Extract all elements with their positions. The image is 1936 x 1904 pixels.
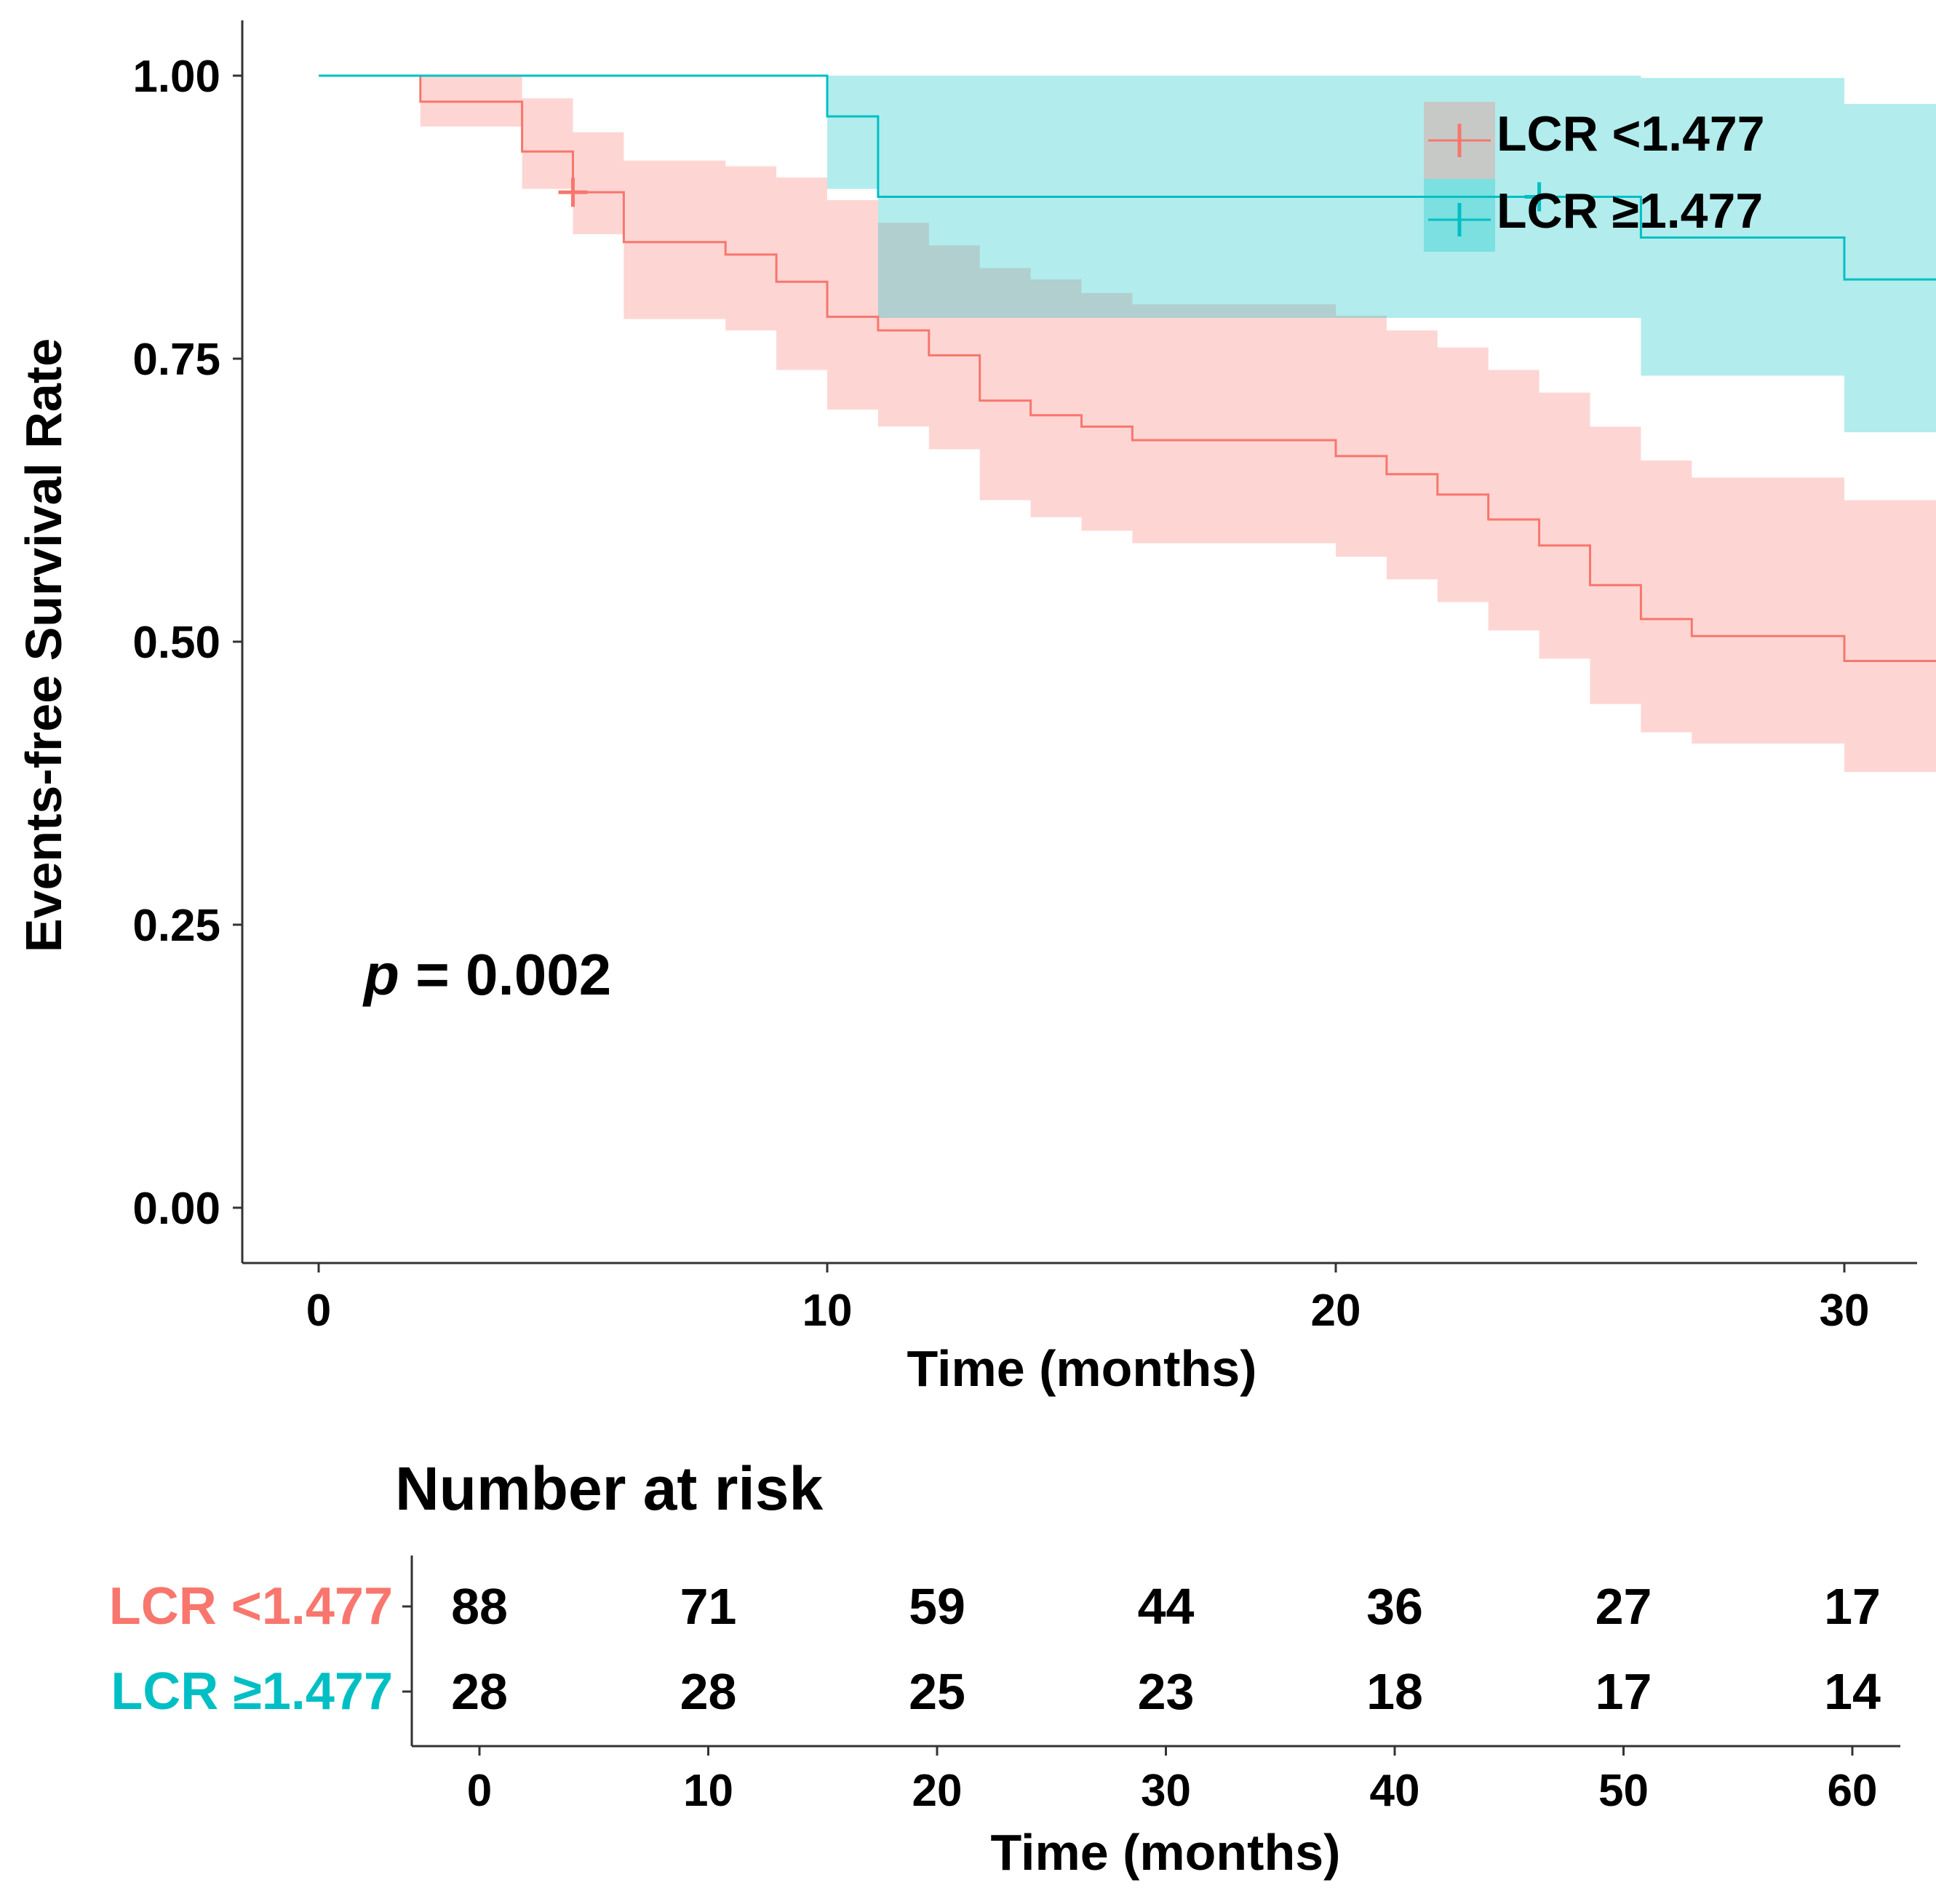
risk-cell-lcr-high: 28	[451, 1663, 508, 1720]
risk-cell-lcr-low: 36	[1366, 1578, 1423, 1635]
y-tick-label: 0.00	[132, 1184, 220, 1234]
risk-row-label-lcr-high: LCR ≥1.477	[111, 1662, 393, 1721]
censor-mark-lcr-low	[558, 178, 588, 207]
risk-cell-lcr-low: 27	[1596, 1578, 1652, 1635]
x-tick-label: 0	[306, 1286, 331, 1336]
risk-cell-lcr-high: 17	[1596, 1663, 1652, 1720]
risk-cell-lcr-high: 23	[1138, 1663, 1195, 1720]
risk-cell-lcr-low: 88	[451, 1578, 508, 1635]
risk-x-tick-label: 60	[1828, 1766, 1878, 1816]
risk-cell-lcr-low: 71	[680, 1578, 737, 1635]
risk-x-tick-label: 20	[912, 1766, 963, 1816]
risk-x-tick-label: 0	[467, 1766, 492, 1816]
confidence-band-lcr-low	[319, 76, 1936, 772]
risk-cells: 88 71 59 44 36 27 17 28 28 25 23 18 17 14	[451, 1578, 1881, 1720]
y-tick-label: 0.50	[132, 618, 220, 668]
p-value-annotation: p = 0.002	[362, 942, 611, 1007]
legend: LCR <1.477 LCR ≥1.477	[1424, 102, 1765, 252]
risk-x-ticks: 0 10 20 30 40 50 60	[467, 1766, 1878, 1816]
risk-x-tick-label: 50	[1598, 1766, 1649, 1816]
risk-table-x-axis-title: Time (months)	[991, 1824, 1341, 1881]
risk-table: Number at risk LCR <1.477 LCR ≥1.477 88 71…	[109, 1454, 1900, 1881]
risk-row-labels: LCR <1.477 LCR ≥1.477	[109, 1577, 393, 1721]
censor-mark-lcr-high	[1524, 182, 1554, 212]
risk-cell-lcr-low: 17	[1824, 1578, 1881, 1635]
survival-curve-lcr-low	[319, 74, 1936, 662]
confidence-band-lcr-high	[319, 76, 1936, 433]
survival-curve-lcr-high	[319, 74, 1936, 281]
risk-x-tick-label: 10	[683, 1766, 733, 1816]
confidence-bands	[319, 76, 1936, 772]
survival-curves	[319, 74, 1936, 662]
censor-marks	[558, 178, 1554, 212]
risk-cell-lcr-low: 44	[1138, 1578, 1195, 1635]
risk-cell-lcr-low: 59	[909, 1578, 965, 1635]
risk-cell-lcr-high: 25	[909, 1663, 965, 1720]
risk-x-tick-label: 30	[1141, 1766, 1191, 1816]
risk-x-tick-label: 40	[1370, 1766, 1420, 1816]
y-tick-labels: 0.00 0.25 0.50 0.75 1.00	[132, 52, 220, 1234]
risk-cell-lcr-high: 18	[1366, 1663, 1423, 1720]
y-tick-label: 0.25	[132, 901, 220, 951]
x-axis-title: Time (months)	[907, 1340, 1257, 1397]
y-axis-title: Events-free Survival Rate	[15, 338, 72, 952]
p-value-text: = 0.002	[399, 942, 611, 1007]
legend-label-lcr-low: LCR <1.477	[1497, 106, 1765, 162]
y-tick-label: 0.75	[132, 335, 220, 385]
plot-axes	[233, 20, 1917, 1272]
x-tick-label: 10	[802, 1286, 853, 1336]
risk-cell-lcr-high: 28	[680, 1663, 737, 1720]
p-value-symbol: p	[362, 942, 399, 1007]
x-tick-label: 20	[1311, 1286, 1361, 1336]
legend-label-lcr-high: LCR ≥1.477	[1497, 183, 1763, 239]
x-tick-label: 30	[1820, 1286, 1870, 1336]
risk-cell-lcr-high: 14	[1824, 1663, 1881, 1720]
y-tick-label: 1.00	[132, 52, 220, 102]
risk-row-label-lcr-low: LCR <1.477	[109, 1577, 393, 1636]
risk-table-title: Number at risk	[395, 1454, 823, 1523]
